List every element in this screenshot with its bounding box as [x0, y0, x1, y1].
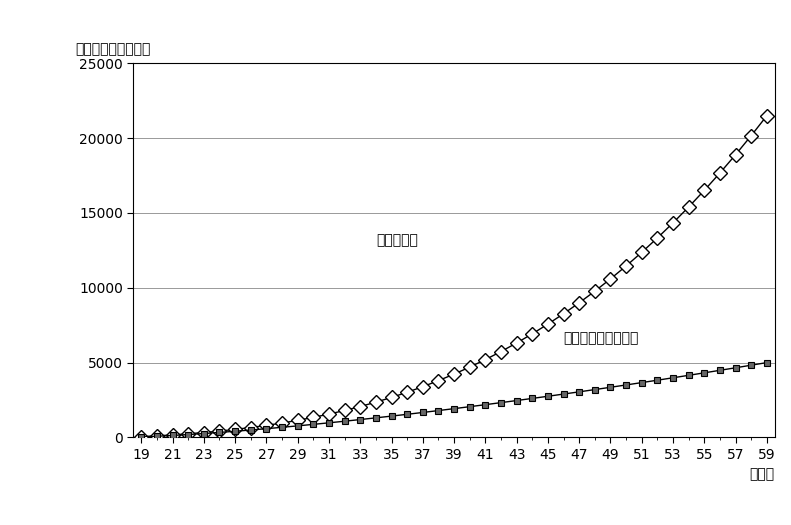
Text: （歳）: （歳）	[750, 467, 774, 481]
Text: 標準労働者: 標準労働者	[376, 233, 418, 247]
Text: （生涯賃金、万円）: （生涯賃金、万円）	[76, 42, 151, 56]
Text: パートタイム労働者: パートタイム労働者	[563, 332, 639, 345]
